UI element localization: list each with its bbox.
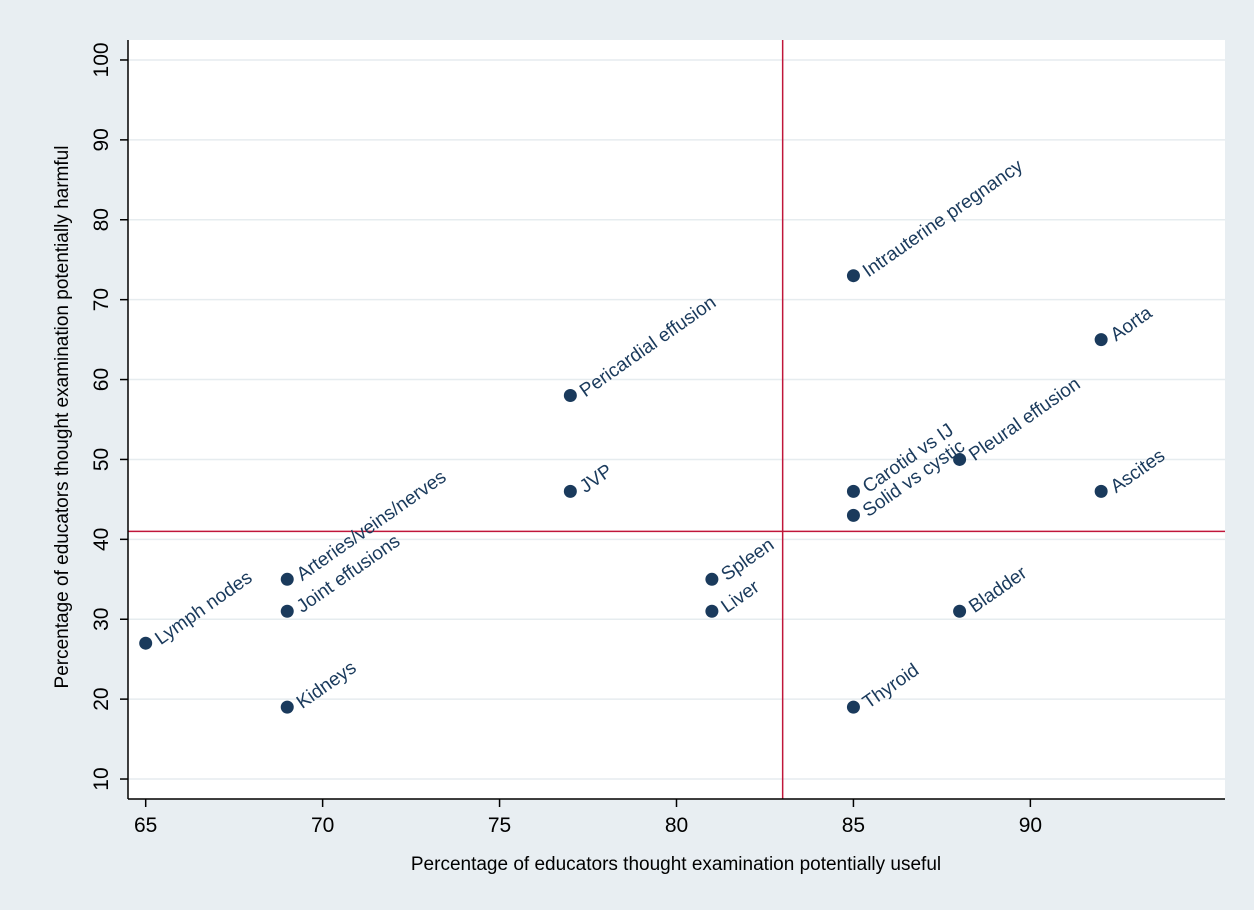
data-point	[280, 572, 294, 586]
x-tick-label: 85	[842, 814, 865, 837]
data-point	[280, 700, 294, 714]
y-axis-ticks: 10 20 30 40 50 60 70 80 90 100	[90, 42, 128, 791]
data-point	[280, 604, 294, 618]
data-point	[705, 604, 719, 618]
plot-area	[128, 40, 1225, 799]
x-tick-label: 80	[665, 814, 688, 837]
data-point	[563, 389, 577, 403]
data-point	[846, 269, 860, 283]
x-axis-ticks: 65 70 75 80 85 90	[134, 799, 1042, 837]
y-tick-label: 90	[90, 128, 113, 151]
x-tick-label: 75	[488, 814, 511, 837]
y-tick-label: 10	[90, 767, 113, 790]
reference-lines	[128, 40, 1225, 799]
y-tick-label: 70	[90, 288, 113, 311]
y-tick-label: 80	[90, 208, 113, 231]
x-axis-label: Percentage of educators thought examinat…	[411, 854, 941, 875]
x-tick-label: 65	[134, 814, 157, 837]
y-tick-label: 100	[90, 42, 113, 77]
data-point	[846, 700, 860, 714]
data-point	[1094, 333, 1108, 347]
data-point	[846, 508, 860, 522]
data-point	[953, 452, 967, 466]
data-point	[139, 636, 153, 650]
data-point	[846, 484, 860, 498]
grid-lines	[128, 59, 1225, 780]
y-tick-label: 20	[90, 687, 113, 710]
x-tick-label: 70	[311, 814, 334, 837]
data-point	[1094, 484, 1108, 498]
data-point	[953, 604, 967, 618]
y-tick-label: 40	[90, 528, 113, 551]
y-tick-label: 30	[90, 608, 113, 631]
y-axis-label: Percentage of educators thought examinat…	[52, 146, 73, 689]
data-point	[705, 572, 719, 586]
y-tick-label: 50	[90, 448, 113, 471]
data-point	[563, 484, 577, 498]
y-tick-label: 60	[90, 368, 113, 391]
data-points	[139, 269, 1108, 714]
x-tick-label: 90	[1019, 814, 1042, 837]
